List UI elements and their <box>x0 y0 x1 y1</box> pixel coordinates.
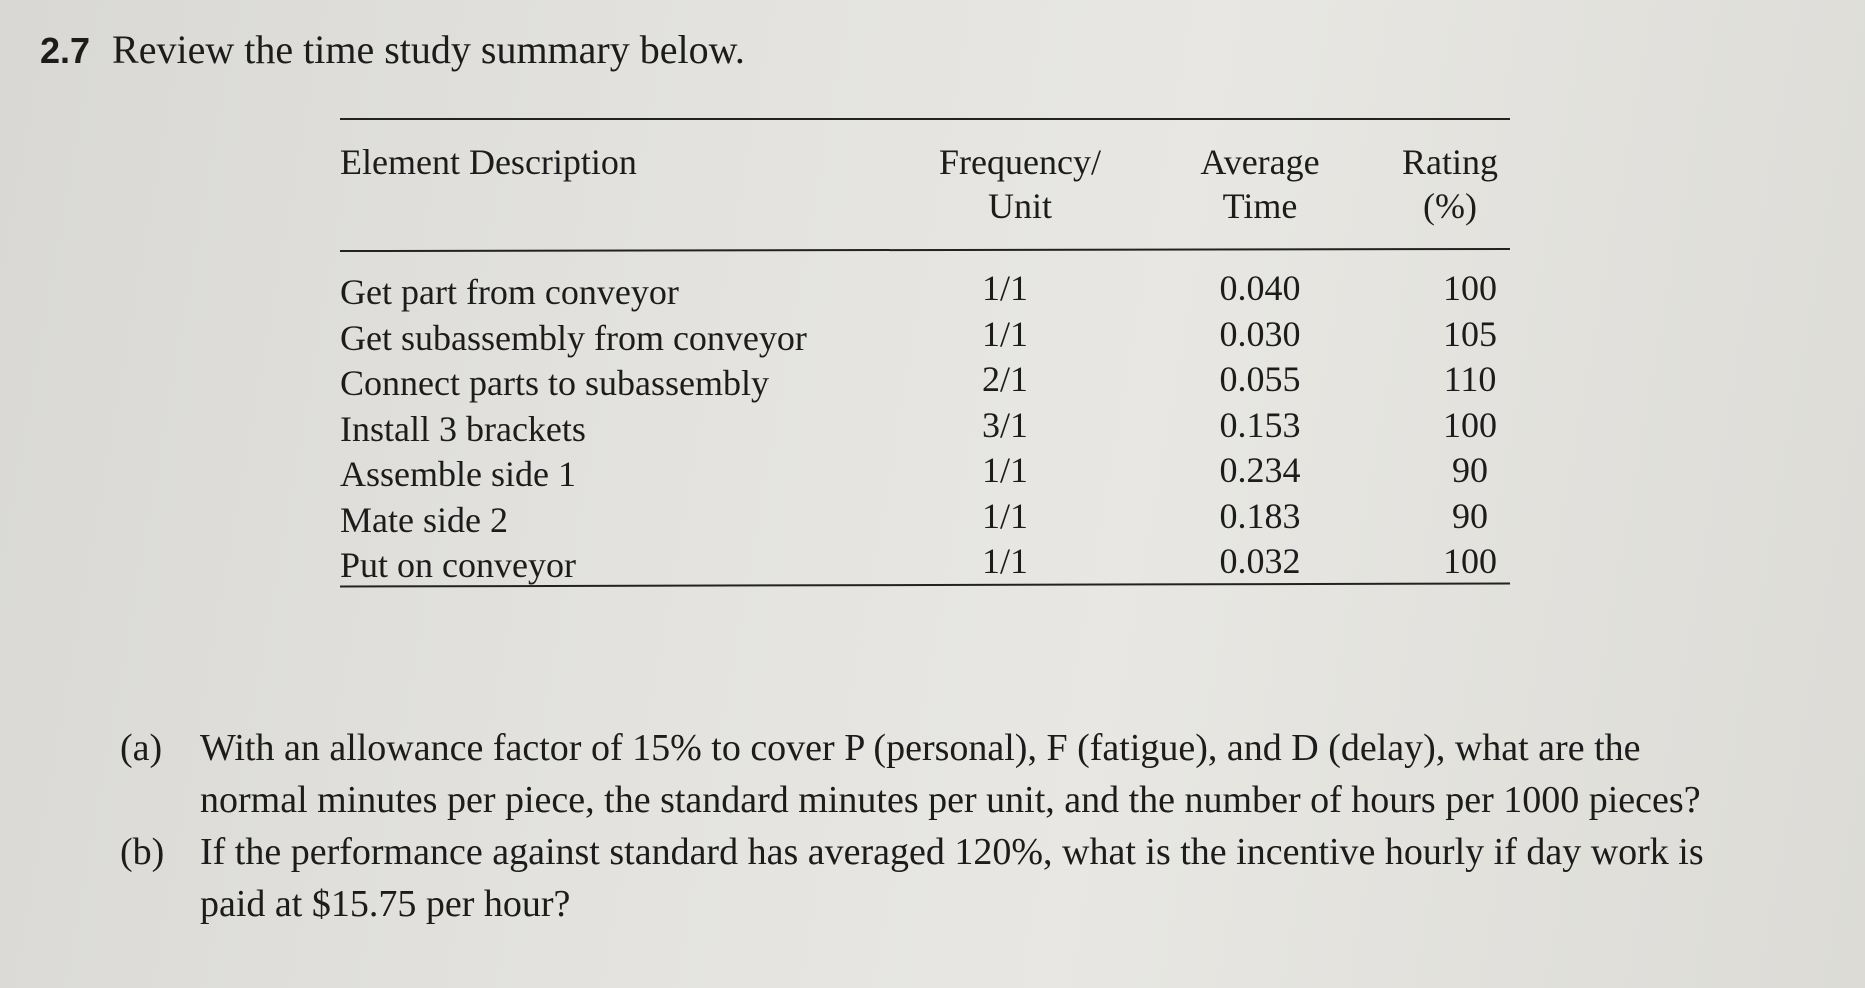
header-frequency-unit: Frequency/ Unit <box>905 140 1135 228</box>
table-row: Assemble side 1 1/1 0.234 90 <box>340 448 1540 494</box>
question-list: (a) With an allowance factor of 15% to c… <box>120 722 1750 930</box>
cell-description: Put on conveyor <box>340 543 576 587</box>
cell-frequency: 1/1 <box>940 312 1070 356</box>
problem-number: 2.7 <box>40 30 90 71</box>
cell-frequency: 2/1 <box>940 357 1070 401</box>
table-row: Get part from conveyor 1/1 0.040 100 <box>340 266 1540 312</box>
header-rating-line2: (%) <box>1375 184 1525 228</box>
header-frequency-line1: Frequency/ <box>905 140 1135 184</box>
table-header-rule <box>340 248 1510 252</box>
cell-frequency: 1/1 <box>940 494 1070 538</box>
cell-rating: 105 <box>1400 312 1540 356</box>
header-element-description: Element Description <box>340 140 637 184</box>
question-a: (a) With an allowance factor of 15% to c… <box>120 722 1750 826</box>
question-label: (b) <box>120 826 164 878</box>
cell-description: Install 3 brackets <box>340 407 586 451</box>
cell-rating: 110 <box>1400 357 1540 401</box>
cell-average-time: 0.030 <box>1180 312 1340 356</box>
table-row: Put on conveyor 1/1 0.032 100 <box>340 539 1540 585</box>
header-average-line1: Average <box>1160 140 1360 184</box>
cell-rating: 100 <box>1400 403 1540 447</box>
cell-rating: 100 <box>1400 266 1540 310</box>
question-text: If the performance against standard has … <box>200 831 1704 925</box>
cell-description: Get part from conveyor <box>340 270 679 314</box>
cell-description: Mate side 2 <box>340 498 508 542</box>
header-average-line2: Time <box>1160 184 1360 228</box>
cell-frequency: 1/1 <box>940 266 1070 310</box>
problem-title: Review the time study summary below. <box>112 27 745 72</box>
cell-average-time: 0.055 <box>1180 357 1340 401</box>
cell-rating: 100 <box>1400 539 1540 583</box>
cell-description: Assemble side 1 <box>340 452 576 496</box>
cell-average-time: 0.183 <box>1180 494 1340 538</box>
question-label: (a) <box>120 722 162 774</box>
cell-frequency: 1/1 <box>940 539 1070 583</box>
header-rating: Rating (%) <box>1375 140 1525 228</box>
table-row: Mate side 2 1/1 0.183 90 <box>340 494 1540 540</box>
header-average-time: Average Time <box>1160 140 1360 228</box>
problem-header: 2.7 Review the time study summary below. <box>40 26 745 75</box>
cell-frequency: 3/1 <box>940 403 1070 447</box>
cell-frequency: 1/1 <box>940 448 1070 492</box>
question-text: With an allowance factor of 15% to cover… <box>200 727 1701 821</box>
cell-description: Connect parts to subassembly <box>340 361 769 405</box>
table-top-rule <box>340 118 1510 120</box>
cell-description: Get subassembly from conveyor <box>340 316 807 360</box>
header-frequency-line2: Unit <box>905 184 1135 228</box>
table-row: Install 3 brackets 3/1 0.153 100 <box>340 403 1540 449</box>
question-b: (b) If the performance against standard … <box>120 826 1750 930</box>
cell-average-time: 0.040 <box>1180 266 1340 310</box>
cell-rating: 90 <box>1400 448 1540 492</box>
cell-average-time: 0.234 <box>1180 448 1340 492</box>
header-rating-line1: Rating <box>1375 140 1525 184</box>
cell-average-time: 0.153 <box>1180 403 1340 447</box>
table-row: Connect parts to subassembly 2/1 0.055 1… <box>340 357 1540 403</box>
table-row: Get subassembly from conveyor 1/1 0.030 … <box>340 312 1540 358</box>
cell-rating: 90 <box>1400 494 1540 538</box>
time-study-table: Get part from conveyor 1/1 0.040 100 Get… <box>340 266 1540 585</box>
cell-average-time: 0.032 <box>1180 539 1340 583</box>
